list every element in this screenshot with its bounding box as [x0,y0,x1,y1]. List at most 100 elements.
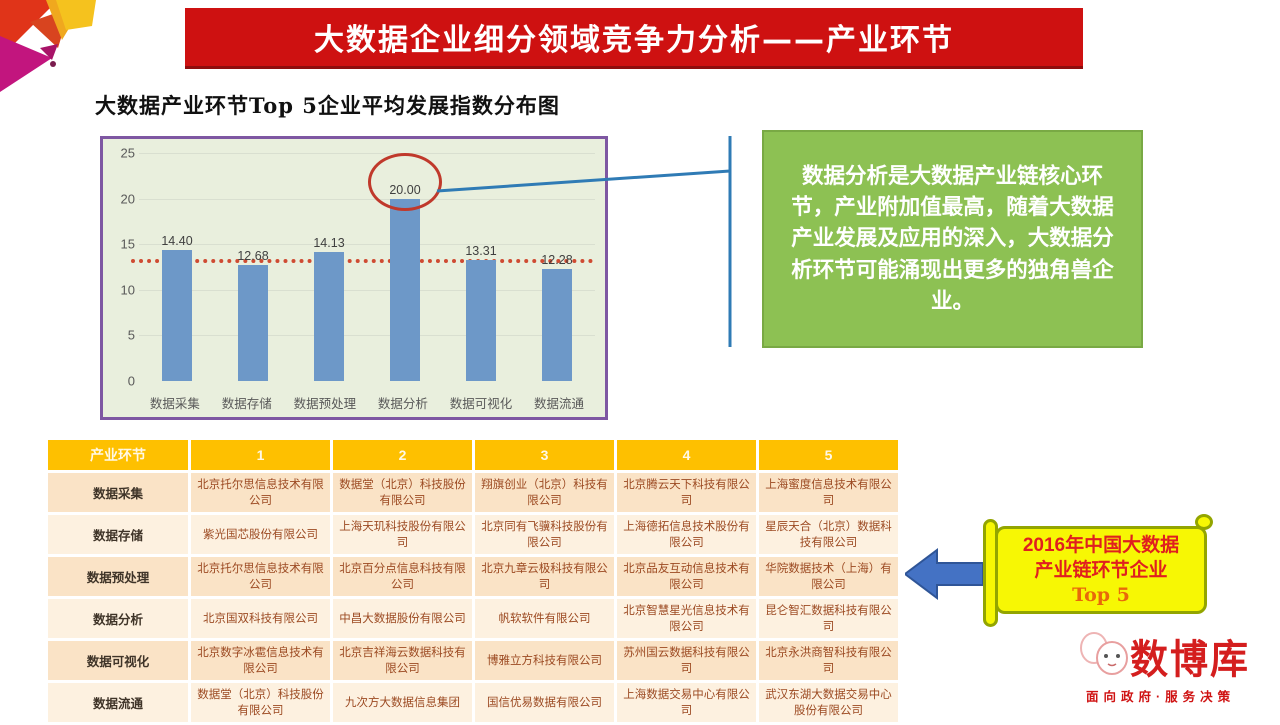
logo-tagline: 面向政府·服务决策 [1086,690,1236,704]
table-row-数据采集: 数据采集 北京托尔思信息技术有限公司 数据堂（北京）科技股份有限公司 翔旗创业（北京）… [48,473,898,512]
table-row-数据存储: 数据存储 紫光国芯股份有限公司 上海天玑科技股份有限公司 北京同有飞骥科技股份有限公司… [48,515,898,554]
bar [314,252,344,381]
category-label: 数据存储 [221,396,272,411]
row-label: 数据可视化 [48,641,188,680]
company-cell: 北京托尔思信息技术有限公司 [191,473,330,512]
bar-column-数据流通: 12.28 [524,253,590,381]
chart-subtitle: 大数据产业环节Top 5企业平均发展指数分布图 [95,93,560,118]
company-cell: 中昌大数据股份有限公司 [333,599,472,638]
header-industry-segment: 产业环节 [48,440,188,470]
bars-group: 14.40 12.68 14.13 20.00 13.31 12.28 [139,152,595,381]
table-row-数据预处理: 数据预处理 北京托尔思信息技术有限公司 北京百分点信息科技有限公司 北京九章云极科技有… [48,557,898,596]
row-label: 数据预处理 [48,557,188,596]
row-label: 数据分析 [48,599,188,638]
bar-column-数据预处理: 14.13 [296,236,362,381]
top5-company-table: 产业环节 1 2 3 4 5 数据采集 北京托尔思信息技术有限公司 数据堂（北京）科技股份有限… [45,437,901,725]
bar-chart-panel: 0 5 10 15 20 25 14.40 12.68 14.13 20.00 13.31 12.28… [100,136,608,420]
category-label: 数据分析 [377,396,428,411]
gridline [139,153,595,154]
table-row-数据可视化: 数据可视化 北京数字冰雹信息技术有限公司 北京吉祥海云数据科技有限公司 博雅立方科技有… [48,641,898,680]
company-cell: 武汉东湖大数据交易中心股份有限公司 [759,683,898,722]
company-cell: 上海德拓信息技术股份有限公司 [617,515,756,554]
bar-value-label: 12.68 [237,249,269,264]
title-banner: 大数据企业细分领域竞争力分析——产业环节 [185,8,1083,69]
y-axis-tick: 0 [127,373,135,389]
bar-column-数据存储: 12.68 [220,249,286,381]
company-cell: 上海蜜度信息技术有限公司 [759,473,898,512]
analysis-callout-text: 数据分析是大数据产业链核心环节，产业附加值最高，随着大数据产业发展及应用的深入，… [791,164,1114,314]
highlight-ellipse [368,152,442,211]
company-cell: 北京托尔思信息技术有限公司 [191,557,330,596]
header-rank-3: 3 [475,440,614,470]
bar [466,259,496,381]
row-label: 数据存储 [48,515,188,554]
scroll-body: 2016年中国大数据 产业链环节企业 Top 5 [995,526,1207,614]
logo-name: 数博库 [1130,636,1251,683]
databank-logo: 数博库 面向政府·服务决策 [1078,628,1278,718]
scroll-text-top5: Top 5 [1072,583,1130,606]
corner-decoration [0,0,96,92]
bar-value-label: 14.13 [313,236,345,251]
y-axis-tick: 5 [127,327,135,343]
category-label: 数据采集 [149,396,200,411]
bar [162,249,192,381]
average-reference-line [131,258,593,263]
y-axis-tick: 25 [120,145,135,161]
bar [238,265,268,381]
row-label: 数据采集 [48,473,188,512]
company-cell: 上海天玑科技股份有限公司 [333,515,472,554]
scroll-text-line2: 产业链环节企业 [1034,560,1168,581]
company-cell: 苏州国云数据科技有限公司 [617,641,756,680]
y-axis-tick: 20 [120,191,135,207]
company-cell: 北京百分点信息科技有限公司 [333,557,472,596]
company-cell: 星辰天合（北京）数据科技有限公司 [759,515,898,554]
table-row-数据分析: 数据分析 北京国双科技有限公司 中昌大数据股份有限公司 帆软软件有限公司 北京智慧星光信… [48,599,898,638]
company-cell: 北京九章云极科技有限公司 [475,557,614,596]
company-cell: 数据堂（北京）科技股份有限公司 [333,473,472,512]
company-cell: 帆软软件有限公司 [475,599,614,638]
bar-value-label: 12.28 [541,253,573,268]
company-cell: 国信优易数据有限公司 [475,683,614,722]
gridline [139,198,595,200]
scroll-text-line1: 2016年中国大数据 [1022,535,1180,557]
company-cell: 北京数字冰雹信息技术有限公司 [191,641,330,680]
analysis-callout-box: 数据分析是大数据产业链核心环节，产业附加值最高，随着大数据产业发展及应用的深入，… [762,130,1143,348]
category-label: 数据预处理 [293,396,357,411]
company-cell: 九次方大数据信息集团 [333,683,472,722]
scroll-banner: 2016年中国大数据 产业链环节企业 Top 5 [983,514,1223,632]
bar-column-数据可视化: 13.31 [448,244,514,381]
left-arrow-icon [905,548,983,600]
y-axis-tick: 15 [120,236,135,252]
gridline [139,335,595,337]
y-axis-tick: 10 [120,282,135,298]
bar-value-label: 13.31 [465,243,497,258]
bar [542,269,572,381]
company-cell: 昆仑智汇数据科技有限公司 [759,599,898,638]
row-label: 数据流通 [48,683,188,722]
category-label: 数据可视化 [449,396,513,411]
company-cell: 华院数据技术（上海）有限公司 [759,557,898,596]
header-rank-2: 2 [333,440,472,470]
company-cell: 北京永洪商智科技有限公司 [759,641,898,680]
gridline [139,244,595,246]
company-cell: 北京同有飞骥科技股份有限公司 [475,515,614,554]
table-row-数据流通: 数据流通 数据堂（北京）科技股份有限公司 九次方大数据信息集团 国信优易数据有限公司上… [48,683,898,722]
header-rank-1: 1 [191,440,330,470]
chart-plot-area: 0 5 10 15 20 25 14.40 12.68 14.13 20.00 13.31 12.28 [121,146,595,389]
company-cell: 北京吉祥海云数据科技有限公司 [333,641,472,680]
bar-value-label: 14.40 [161,233,193,248]
bar-column-数据采集: 14.40 [144,234,210,381]
bar-column-数据分析: 20.00 [368,152,442,381]
header-rank-4: 4 [617,440,756,470]
gridline [139,289,595,291]
company-cell: 北京品友互动信息技术有限公司 [617,557,756,596]
company-cell: 数据堂（北京）科技股份有限公司 [191,683,330,722]
bar [390,198,420,381]
logo-mascot-icon [1080,631,1128,675]
company-cell: 紫光国芯股份有限公司 [191,515,330,554]
company-cell: 北京腾云天下科技有限公司 [617,473,756,512]
header-rank-5: 5 [759,440,898,470]
company-cell: 翔旗创业（北京）科技有限公司 [475,473,614,512]
company-cell: 北京智慧星光信息技术有限公司 [617,599,756,638]
page-title: 大数据企业细分领域竞争力分析——产业环节 [314,23,954,58]
